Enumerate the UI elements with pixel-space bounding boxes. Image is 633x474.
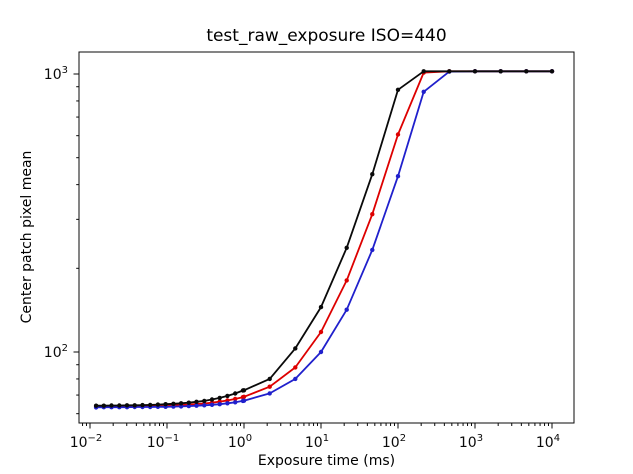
chart-title: test_raw_exposure ISO=440 — [206, 26, 447, 46]
red-line-marker — [318, 329, 324, 335]
black-line-marker — [117, 403, 122, 408]
black-line-marker — [395, 87, 401, 93]
plot-border — [78, 51, 575, 424]
x-tick-label: 104 — [536, 433, 560, 451]
blue-line-marker — [241, 398, 247, 403]
blue-line-marker — [421, 89, 426, 95]
red-line-marker — [370, 212, 375, 217]
y-tick-label: 103 — [44, 65, 68, 83]
black-line-marker — [293, 346, 298, 351]
black-line-marker — [93, 403, 99, 408]
black-line-marker — [163, 402, 168, 407]
x-axis-label: Exposure time (ms) — [257, 453, 396, 469]
black-line-marker — [101, 403, 107, 408]
black-line-marker — [472, 69, 478, 74]
black-line-marker — [370, 172, 375, 177]
blue-line-marker — [202, 403, 207, 408]
x-tick-label: 102 — [382, 433, 406, 451]
blue-line-marker — [217, 402, 222, 407]
x-tick-label: 101 — [305, 433, 329, 451]
x-tick-label: 10−1 — [147, 433, 180, 451]
black-line-marker — [217, 395, 222, 401]
blue-line-marker — [267, 391, 272, 396]
blue-line-marker — [293, 376, 298, 382]
black-line-marker — [421, 69, 426, 74]
black-line-marker — [241, 388, 247, 393]
x-tick-label: 10−2 — [70, 433, 103, 451]
black-line-marker — [155, 402, 161, 407]
y-axis-label: Center patch pixel mean — [19, 150, 35, 324]
black-line-marker — [225, 393, 230, 399]
black-line-marker — [148, 402, 153, 408]
x-tick-label: 103 — [459, 433, 483, 451]
black-line-marker — [124, 403, 130, 408]
black-line-marker — [549, 69, 555, 74]
black-line-marker — [178, 401, 184, 406]
y-tick-label: 102 — [44, 343, 68, 361]
blue-line — [95, 70, 553, 409]
blue-line-marker — [194, 403, 199, 408]
red-line-marker — [233, 396, 238, 402]
red-line-marker — [267, 384, 272, 389]
black-line-marker — [267, 376, 272, 382]
blue-line-marker — [395, 174, 401, 179]
x-tick-label: 100 — [228, 433, 252, 451]
black-line-marker — [344, 245, 349, 250]
black-line-marker — [233, 391, 238, 396]
black-line-marker — [171, 401, 176, 406]
black-line-marker — [498, 69, 503, 74]
red-line — [95, 70, 553, 408]
blue-line-marker — [225, 401, 230, 406]
black-line-marker — [186, 400, 191, 405]
blue-line-marker — [318, 349, 324, 355]
black-line-marker — [140, 402, 145, 408]
red-line-marker — [293, 365, 298, 370]
black-line-marker — [132, 403, 137, 408]
black-line-marker — [318, 304, 324, 310]
blue-line-marker — [344, 307, 349, 312]
red-line-marker — [344, 278, 349, 283]
blue-line-marker — [178, 404, 184, 409]
black-line — [95, 70, 553, 407]
blue-line-marker — [209, 402, 215, 407]
red-line-marker — [395, 132, 401, 137]
black-line-marker — [209, 397, 215, 402]
black-line-marker — [109, 403, 114, 408]
blue-line-marker — [370, 247, 375, 253]
blue-line-marker — [233, 400, 238, 405]
red-line-marker — [241, 394, 247, 399]
black-line-marker — [524, 69, 529, 74]
black-line-marker — [447, 69, 452, 74]
blue-line-marker — [186, 403, 191, 409]
black-line-marker — [194, 399, 199, 404]
black-line-marker — [202, 398, 207, 404]
